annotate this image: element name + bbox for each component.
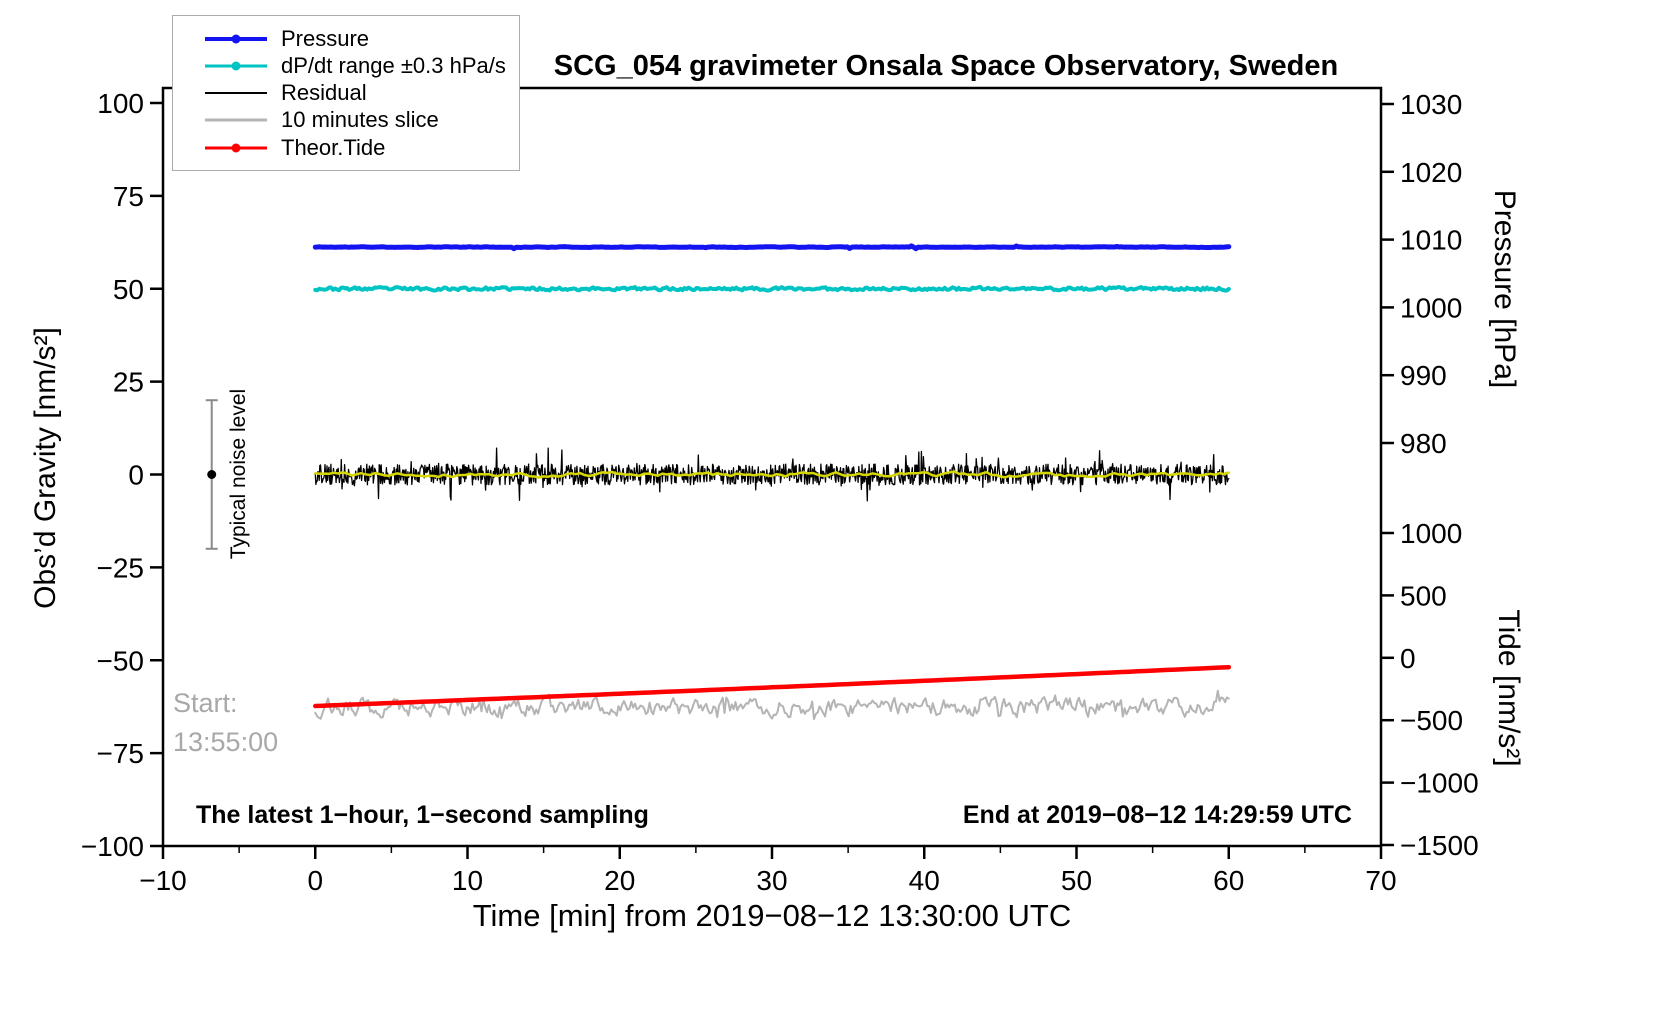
x-tick-label: 10 <box>452 865 483 896</box>
slice-start-annotation: Start: 13:55:00 <box>173 684 278 762</box>
gravity-tick-label: 0 <box>128 460 144 491</box>
tide-tick-label: −1000 <box>1400 768 1479 799</box>
tide-tick-label: −1500 <box>1400 830 1479 861</box>
slice-start-time: 13:55:00 <box>173 727 279 757</box>
x-tick-label: 70 <box>1365 865 1396 896</box>
legend-label: Pressure <box>281 25 370 51</box>
legend-line-symbol <box>205 88 267 99</box>
legend-dot-marker <box>231 143 241 152</box>
x-tick-label: 30 <box>756 865 787 896</box>
tide-tick-label: 1000 <box>1400 518 1462 549</box>
gravity-tick-label: 50 <box>113 274 144 305</box>
chart-title: SCG_054 gravimeter Onsala Space Observat… <box>553 50 1339 82</box>
pressure-tick-label: 1000 <box>1400 292 1462 323</box>
tide-tick-label: 0 <box>1400 643 1416 674</box>
legend-item-0: Pressure <box>205 25 519 52</box>
legend-line-symbol <box>205 115 267 126</box>
legend-label: 10 minutes slice <box>281 107 439 133</box>
y-axis-label-tide: Tide [nm/s²] <box>1492 609 1525 767</box>
typical-noise-level-label: Typical noise level <box>227 388 250 560</box>
legend-line-symbol <box>205 60 267 71</box>
series-pressure <box>312 243 1232 252</box>
x-tick-label: 40 <box>909 865 940 896</box>
gravity-tick-label: −25 <box>97 552 145 583</box>
legend-item-3: 10 minutes slice <box>205 107 519 134</box>
y-axis-label-pressure: Pressure [hPa] <box>1488 189 1521 389</box>
slice-start-label: Start: <box>173 688 238 718</box>
x-tick-label: 60 <box>1213 865 1244 896</box>
legend-item-4: Theor.Tide <box>205 134 519 161</box>
x-tick-label: 0 <box>307 865 323 896</box>
legend-dot-marker <box>231 61 241 71</box>
pressure-tick-label: 990 <box>1400 360 1447 391</box>
pressure-tick-label: 1020 <box>1400 157 1462 188</box>
series-residual_smoothed <box>314 470 1231 479</box>
pressure-tick-label: 980 <box>1400 428 1447 459</box>
series-dpdt <box>313 285 1231 293</box>
x-tick-label: 20 <box>604 865 635 896</box>
legend-box: Pressure dP/dt range ±0.3 hPa/s Residual 10… <box>172 15 520 171</box>
gravity-tick-label: 100 <box>97 88 144 119</box>
series-residual <box>314 447 1230 502</box>
legend-label: Theor.Tide <box>281 134 386 160</box>
x-tick-label: 50 <box>1061 865 1092 896</box>
pressure-tick-label: 1010 <box>1400 225 1462 256</box>
gravity-tick-label: 75 <box>113 181 144 212</box>
legend-dot-marker <box>231 34 241 43</box>
pressure-tick-label: 1030 <box>1400 89 1462 120</box>
gravity-tick-label: −100 <box>81 831 144 862</box>
legend-line-symbol <box>205 33 267 44</box>
x-tick-label: −10 <box>139 865 187 896</box>
series-slice <box>314 689 1230 720</box>
end-time-note: End at 2019−08−12 14:29:59 UTC <box>962 801 1352 829</box>
legend-label: Residual <box>281 80 367 105</box>
noise-error-bar-dot <box>207 470 217 479</box>
tide-tick-label: −500 <box>1400 705 1463 736</box>
series-tide <box>313 664 1232 709</box>
gravity-tick-label: 25 <box>113 367 144 398</box>
y-axis-label-gravity: Obs’d Gravity [nm/s²] <box>29 327 62 609</box>
legend-item-1: dP/dt range ±0.3 hPa/s <box>205 52 519 79</box>
legend-item-2: Residual <box>205 80 519 107</box>
legend-label: dP/dt range ±0.3 hPa/s <box>281 52 506 78</box>
x-axis-label: Time [min] from 2019−08−12 13:30:00 UTC <box>472 898 1072 933</box>
legend-line-symbol <box>205 142 267 153</box>
gravity-tick-label: −50 <box>97 645 145 676</box>
sampling-note: The latest 1−hour, 1−second sampling <box>196 801 649 829</box>
tide-tick-label: 500 <box>1400 580 1447 611</box>
gravity-tick-label: −75 <box>97 738 145 769</box>
